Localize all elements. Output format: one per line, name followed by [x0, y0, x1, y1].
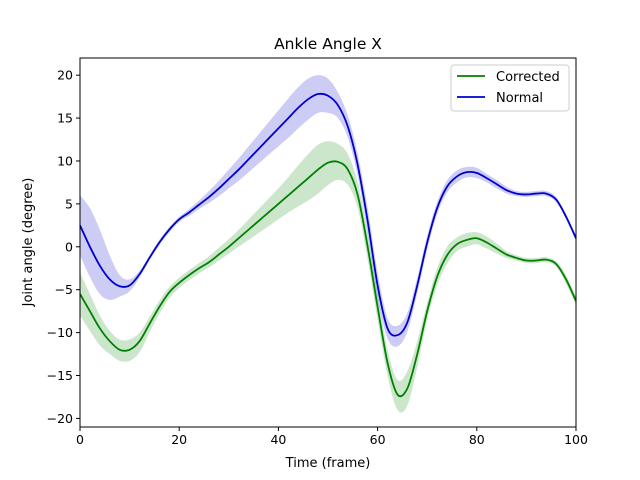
- corrected-line: [79, 160, 577, 398]
- legend: Corrected Normal: [450, 64, 570, 112]
- normal-line: [79, 92, 577, 337]
- y-tick-label: 15: [57, 111, 73, 126]
- y-tick-label: −15: [47, 368, 73, 383]
- x-tick-label: 40: [270, 432, 286, 447]
- y-tick-label: 5: [65, 196, 73, 211]
- series-lines: [79, 92, 577, 398]
- confidence-bands: [80, 75, 576, 413]
- x-tick-label: 100: [564, 432, 588, 447]
- y-axis-label: Joint angle (degree): [21, 178, 36, 308]
- legend-label-normal: Normal: [496, 91, 543, 106]
- chart-title: Ankle Angle X: [274, 35, 382, 53]
- x-tick-label: 20: [171, 432, 187, 447]
- y-axis-ticks: −20 −15 −10 −5 0 5 10 15 20: [47, 68, 80, 426]
- x-tick-label: 0: [76, 432, 84, 447]
- y-tick-label: 20: [57, 68, 73, 83]
- corrected-band: [80, 141, 576, 413]
- legend-label-corrected: Corrected: [496, 70, 560, 85]
- normal-band: [80, 75, 576, 347]
- y-tick-label: −5: [55, 282, 73, 297]
- y-tick-label: −10: [47, 325, 73, 340]
- x-axis-ticks: 0 20 40 60 80 100: [76, 427, 588, 447]
- plot-frame: [79, 57, 577, 428]
- y-tick-label: −20: [47, 411, 73, 426]
- x-tick-label: 80: [469, 432, 485, 447]
- y-tick-label: 0: [65, 239, 73, 254]
- x-tick-label: 60: [370, 432, 386, 447]
- x-axis-label: Time (frame): [285, 456, 371, 471]
- y-tick-label: 10: [57, 153, 73, 168]
